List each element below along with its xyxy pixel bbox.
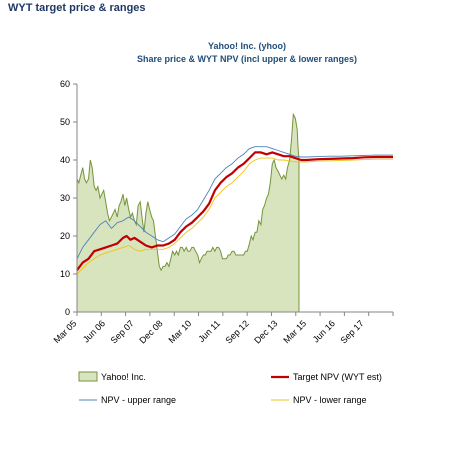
lines-layer xyxy=(76,146,393,275)
legend-label-3: NPV - lower range xyxy=(293,395,367,405)
x-tick-label: Dec 08 xyxy=(137,318,164,345)
x-tick-label: Sep 07 xyxy=(109,318,136,345)
chart-title: Yahoo! Inc. (yhoo) xyxy=(208,41,286,51)
x-tick-label: Dec 13 xyxy=(252,318,279,345)
x-tick-label: Jun 11 xyxy=(196,318,222,344)
y-tick-label: 50 xyxy=(60,117,70,127)
legend-label-2: NPV - upper range xyxy=(101,395,176,405)
legend: Yahoo! Inc. Target NPV (WYT est) NPV - upp… xyxy=(78,371,382,405)
x-tick-label: Jun 16 xyxy=(311,318,337,344)
x-tick-label: Sep 12 xyxy=(224,318,251,345)
area-layer xyxy=(76,112,300,313)
page-heading: WYT target price & ranges xyxy=(8,2,146,14)
x-tick-label: Mar 15 xyxy=(281,318,308,345)
x-tick-label: Sep 17 xyxy=(338,318,365,345)
y-tick-label: 10 xyxy=(60,269,70,279)
x-tick-label: Mar 05 xyxy=(52,318,79,345)
series-area-0 xyxy=(76,112,300,313)
x-tick-label: Jun 06 xyxy=(81,318,107,344)
y-tick-label: 40 xyxy=(60,155,70,165)
legend-label-1: Target NPV (WYT est) xyxy=(293,372,382,382)
y-tick-label: 20 xyxy=(60,231,70,241)
legend-label-0: Yahoo! Inc. xyxy=(101,372,146,382)
y-tick-label: 0 xyxy=(65,307,70,317)
chart-subtitle: Share price & WYT NPV (incl upper & lowe… xyxy=(137,54,357,64)
series-line-2 xyxy=(76,146,393,260)
series-line-3 xyxy=(76,157,393,275)
legend-swatch-0 xyxy=(78,371,98,382)
x-tick-label: Mar 10 xyxy=(166,318,193,345)
y-tick-label: 60 xyxy=(60,79,70,89)
series-line-1 xyxy=(76,151,393,271)
y-tick-label: 30 xyxy=(60,193,70,203)
